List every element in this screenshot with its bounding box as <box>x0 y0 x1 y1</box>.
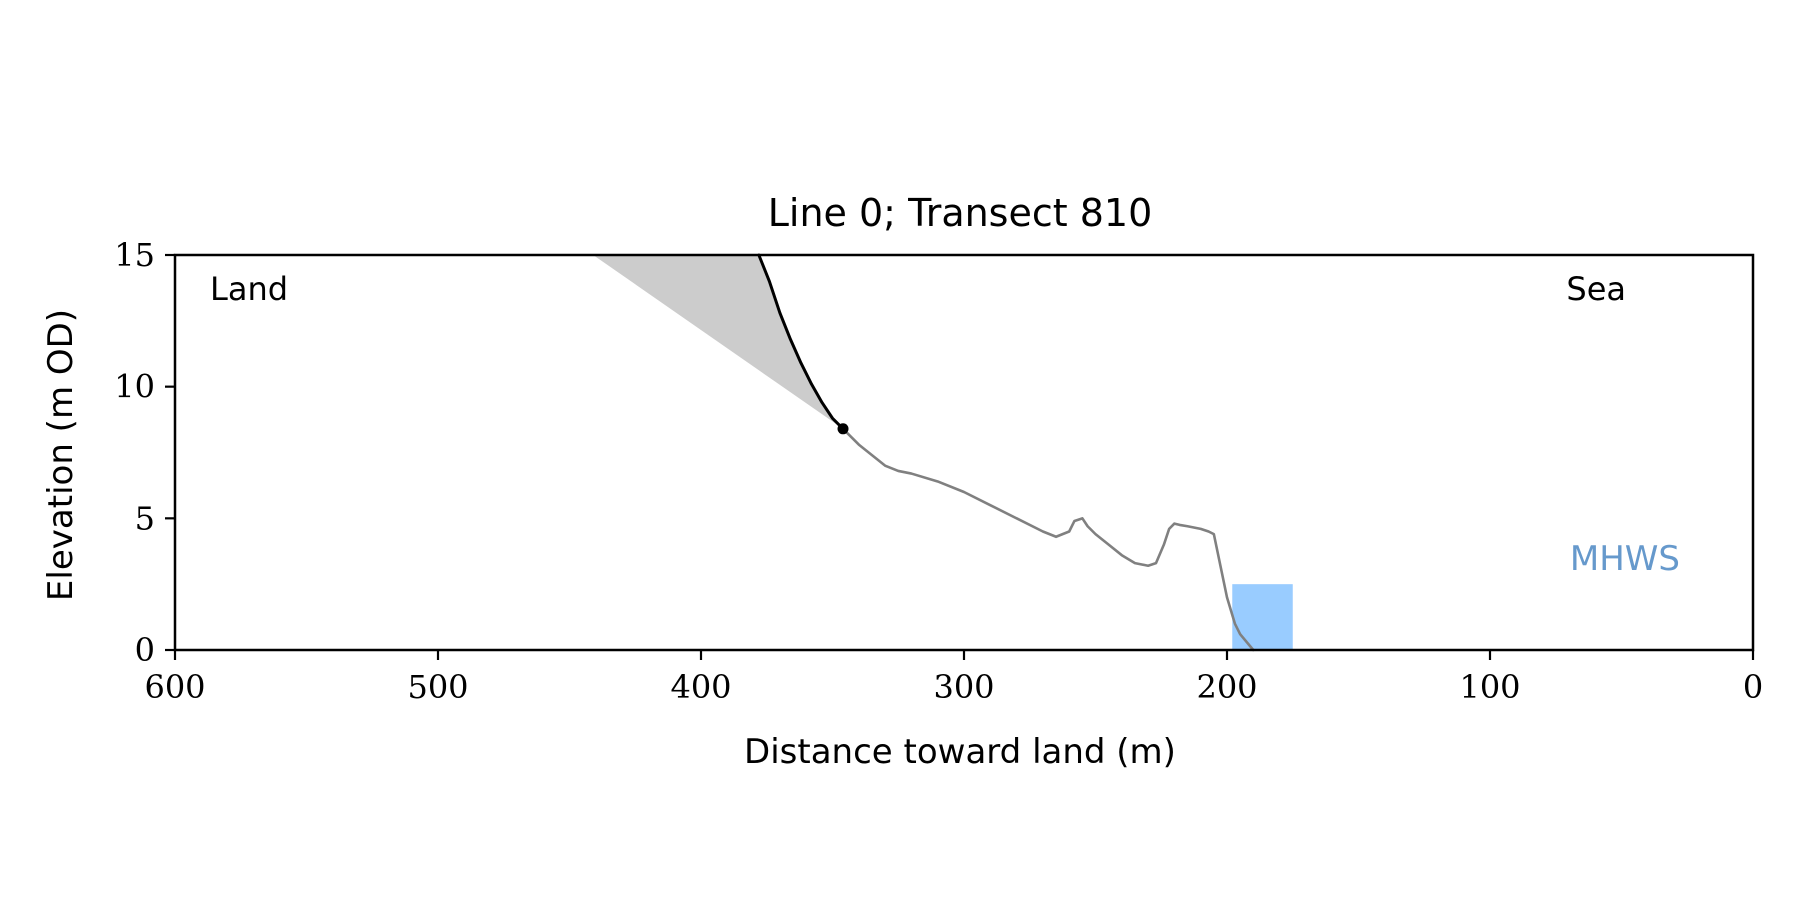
land-label: Land <box>210 270 288 308</box>
x-tick-label: 600 <box>144 668 205 706</box>
y-tick-label: 5 <box>135 499 155 537</box>
x-tick-label: 300 <box>933 668 994 706</box>
x-tick-label: 100 <box>1459 668 1520 706</box>
sea-label: Sea <box>1566 270 1626 308</box>
shaded-wedge <box>593 255 844 429</box>
y-axis: 0 5 10 15 <box>114 236 175 669</box>
y-tick-label: 0 <box>135 631 155 669</box>
x-axis: 600 500 400 300 200 100 0 <box>144 650 1763 706</box>
mhws-label: MHWS <box>1570 539 1680 579</box>
profile-line <box>841 427 1255 652</box>
cliff-line <box>757 253 845 431</box>
mhws-box <box>1232 584 1293 650</box>
cliff-toe-point <box>837 423 849 435</box>
y-tick-label: 10 <box>114 368 155 406</box>
x-tick-label: 400 <box>670 668 731 706</box>
x-axis-label: Distance toward land (m) <box>744 732 1176 772</box>
y-tick-label: 15 <box>114 236 155 274</box>
plot-area <box>593 253 1293 652</box>
x-tick-label: 500 <box>407 668 468 706</box>
x-tick-label: 200 <box>1196 668 1257 706</box>
x-tick-label: 0 <box>1743 668 1763 706</box>
plot-frame <box>173 253 1755 652</box>
chart-title: Line 0; Transect 810 <box>768 191 1153 235</box>
y-axis-label: Elevation (m OD) <box>41 309 81 601</box>
